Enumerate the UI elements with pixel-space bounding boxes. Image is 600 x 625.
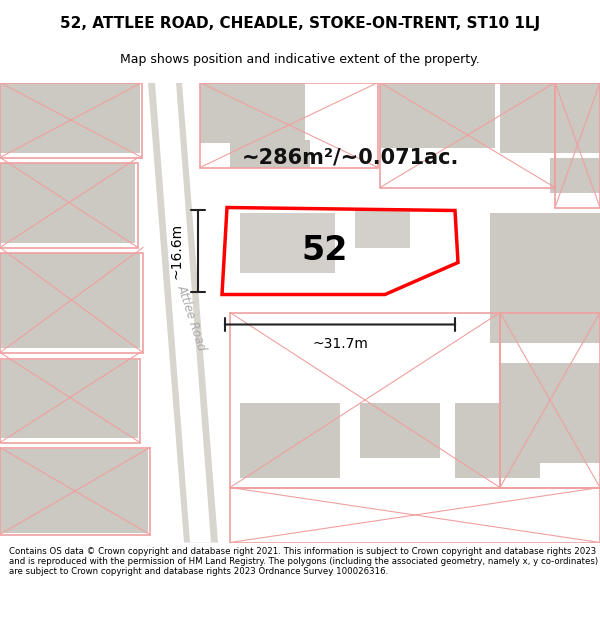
Bar [200, 82, 305, 142]
Polygon shape [222, 208, 458, 294]
Text: Contains OS data © Crown copyright and database right 2021. This information is : Contains OS data © Crown copyright and d… [9, 547, 598, 576]
Bar [500, 362, 600, 462]
Bar [455, 402, 540, 478]
Bar [490, 213, 600, 342]
Bar [380, 82, 555, 188]
Text: Attlee Road: Attlee Road [175, 282, 209, 352]
Bar [0, 448, 150, 534]
Bar [0, 449, 148, 532]
Bar [0, 82, 140, 152]
Bar [550, 158, 600, 192]
Bar [230, 488, 600, 542]
Bar [0, 253, 140, 348]
Bar [0, 359, 140, 442]
Bar [355, 208, 410, 248]
Polygon shape [148, 82, 218, 542]
Bar [240, 402, 340, 478]
Bar [200, 82, 378, 168]
Text: ~31.7m: ~31.7m [312, 338, 368, 351]
Bar [500, 312, 600, 488]
Bar [555, 82, 600, 208]
Bar [230, 139, 310, 168]
Text: 52, ATTLEE ROAD, CHEADLE, STOKE-ON-TRENT, ST10 1LJ: 52, ATTLEE ROAD, CHEADLE, STOKE-ON-TRENT… [60, 16, 540, 31]
Bar [0, 162, 138, 248]
Bar [500, 82, 600, 152]
Bar [230, 312, 500, 488]
Text: 52: 52 [302, 234, 348, 267]
Bar [0, 82, 142, 158]
Bar [240, 213, 335, 272]
Bar [360, 402, 440, 458]
Bar [0, 359, 138, 438]
Text: Map shows position and indicative extent of the property.: Map shows position and indicative extent… [120, 53, 480, 66]
Text: ~16.6m: ~16.6m [169, 223, 183, 279]
Bar [0, 253, 143, 352]
Polygon shape [155, 82, 211, 542]
Bar [380, 82, 495, 148]
Bar [0, 162, 135, 242]
Text: ~286m²/~0.071ac.: ~286m²/~0.071ac. [241, 148, 458, 168]
